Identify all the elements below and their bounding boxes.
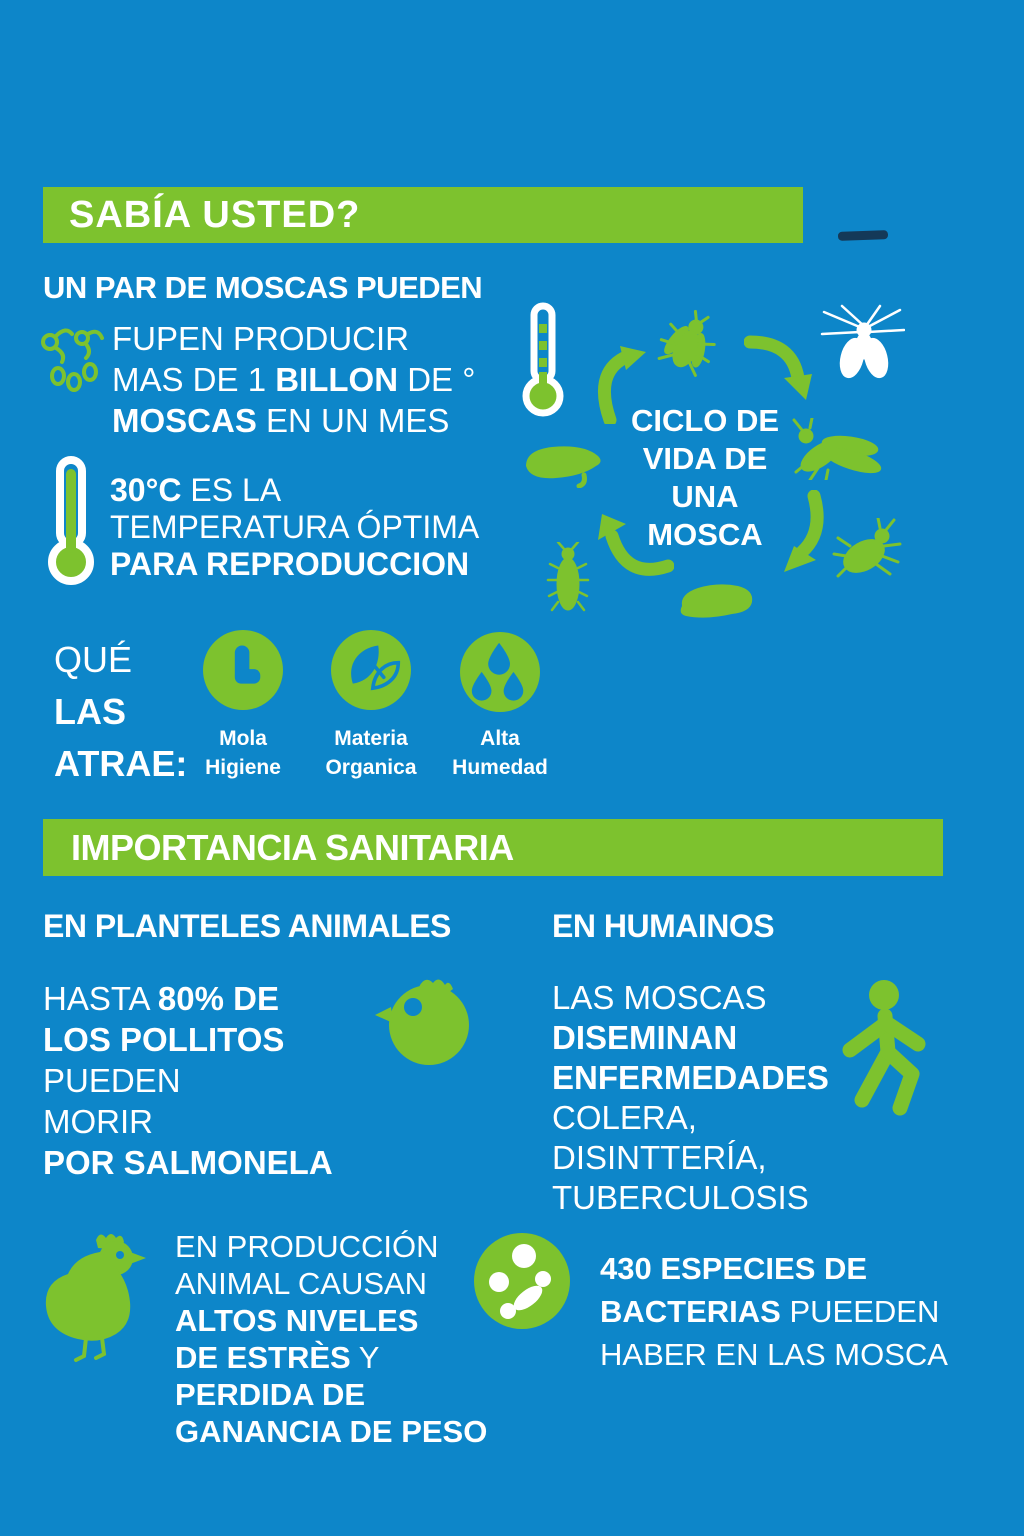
cycle-arrow-icon (596, 508, 674, 580)
poor-hygiene-icon (203, 630, 283, 710)
thermometer-icon (44, 455, 99, 587)
life-cycle-title: CICLO DE VIDA DE UNA MOSCA (630, 403, 780, 552)
text-line: DISINTTERÍA, (552, 1139, 767, 1176)
text-line: MOSCAS EN UN MES (112, 402, 450, 439)
cycle-arrow-icon (594, 346, 656, 424)
text-line: TUBERCULOSIS (552, 1179, 809, 1216)
billion-fact-text: FUPEN PRODUCIR MAS DE 1 BILLON DE ° MOSC… (112, 318, 475, 441)
text-line: BACTERIAS PUEEDEN (600, 1294, 940, 1329)
chicken-icon (40, 1230, 152, 1365)
animal-section-heading: EN PLANTELES ANIMALES (43, 908, 451, 944)
text-line: HABER EN LAS MOSCA (600, 1337, 948, 1372)
banner-title: SABÍA USTED? (69, 194, 361, 236)
pair-of-flies-heading: UN PAR DE MOSCAS PUEDEN (43, 270, 483, 305)
text-line: ENFERMEDADES (552, 1059, 829, 1096)
text-line: 30°C ES LA (110, 472, 282, 508)
attractant-label: Materia Organica (325, 727, 417, 779)
print-artifact (837, 230, 889, 241)
what-attracts-heading: QUÉ LAS ATRAE: (54, 639, 188, 784)
text-line: GANANCIA DE PESO (175, 1414, 488, 1449)
text-line: PARA REPRODUCCION (110, 546, 470, 582)
temperature-fact-text: 30°C ES LA TEMPERATURA ÓPTIMA PARA REPRO… (110, 472, 479, 583)
text-line: HASTA 80% DE (43, 980, 279, 1017)
text-line: FUPEN PRODUCIR (112, 320, 410, 357)
text-line: DE ESTRÈS Y (175, 1340, 380, 1375)
flies-and-eggs-icon (36, 324, 106, 392)
text-line: EN PRODUCCIÓN (175, 1229, 439, 1264)
winged-insect-icon (790, 418, 885, 480)
text-line: MAS DE 1 BILLON DE ° (112, 361, 476, 398)
attractant-label: Alta Humedad (452, 727, 548, 779)
bacteria-fact-text: 430 ESPECIES DE BACTERIAS PUEEDEN HABER … (600, 1247, 948, 1376)
white-fly-icon (820, 304, 905, 380)
green-fly-icon (655, 306, 725, 378)
human-section-heading: EN HUMAINOS (552, 908, 775, 944)
bacteria-icon (472, 1230, 572, 1332)
high-humidity-icon (460, 632, 540, 712)
text-line: PUEDEN (43, 1062, 181, 1099)
production-fact-text: EN PRODUCCIÓN ANIMAL CAUSAN ALTOS NIVELE… (175, 1228, 487, 1450)
cycle-arrow-icon (744, 334, 814, 404)
text-line: 430 ESPECIES DE (600, 1251, 868, 1286)
banner-importancia-sanitaria: IMPORTANCIA SANITARIA (43, 819, 943, 876)
thermometer-icon (520, 302, 566, 420)
organic-matter-icon (331, 630, 411, 710)
text-line: PERDIDA DE (175, 1377, 366, 1412)
chick-icon (375, 973, 475, 1070)
attractant-label: Mola Higiene (205, 727, 281, 779)
banner-title: IMPORTANCIA SANITARIA (71, 827, 514, 868)
text-line: LOS POLLITOS (43, 1021, 285, 1058)
text-line: COLERA, (552, 1099, 697, 1136)
maggot-icon (678, 580, 756, 620)
text-line: ANIMAL CAUSAN (175, 1266, 428, 1301)
text-line: POR SALMONELA (43, 1144, 333, 1181)
text-line: MORIR (43, 1103, 153, 1140)
salmonella-fact-text: HASTA 80% DE LOS POLLITOS PUEDEN MORIR P… (43, 978, 333, 1183)
larva-icon (544, 542, 592, 622)
disease-fact-text: LAS MOSCAS DISEMINAN ENFERMEDADES COLERA… (552, 978, 829, 1218)
text-line: DISEMINAN (552, 1019, 738, 1056)
banner-sabia-usted: SABÍA USTED? (43, 187, 803, 243)
text-line: TEMPERATURA ÓPTIMA (110, 509, 480, 545)
pupa-icon (522, 442, 604, 488)
beetle-icon (832, 518, 902, 580)
person-icon (840, 980, 926, 1116)
text-line: ALTOS NIVELES (175, 1303, 419, 1338)
cycle-arrow-icon (776, 490, 824, 576)
text-line: LAS MOSCAS (552, 979, 767, 1016)
